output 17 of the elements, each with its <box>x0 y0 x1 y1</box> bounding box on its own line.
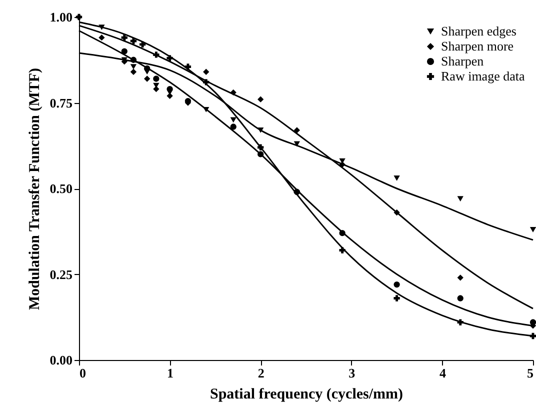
x-tick-label: 5 <box>527 366 534 380</box>
x-tick-label: 1 <box>167 366 174 380</box>
legend-label: Sharpen edges <box>441 24 516 38</box>
y-tick-label: 0.00 <box>50 352 72 368</box>
legend-label: Sharpen <box>441 54 484 68</box>
x-tick-label: 2 <box>258 366 264 380</box>
legend-label: Raw image data <box>441 68 525 84</box>
x-tick-label: 4 <box>439 366 446 380</box>
y-tick-label: 0.75 <box>50 95 73 110</box>
y-axis-title: Modulation Transfer Function (MTF) <box>26 68 43 310</box>
y-tick-label: 1.00 <box>50 10 72 24</box>
legend-label: Sharpen more <box>441 38 514 54</box>
x-axis-title: Spatial frequency (cycles/mm) <box>210 386 404 402</box>
y-tick-label: 0.25 <box>50 266 73 282</box>
x-tick-label: 0 <box>80 366 86 380</box>
y-tick-label: 0.50 <box>50 181 72 196</box>
x-tick-label: 3 <box>348 366 356 380</box>
